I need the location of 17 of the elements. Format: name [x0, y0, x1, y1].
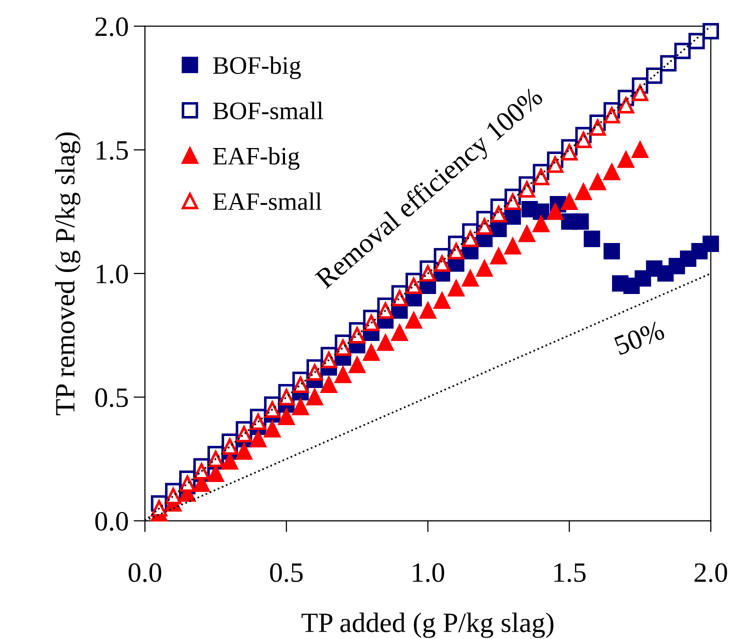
- x-tick-label: 1.0: [412, 563, 444, 582]
- legend-label: EAF-big: [213, 147, 300, 170]
- annotation: 50%: [614, 320, 666, 356]
- x-tick-label: 0.0: [128, 563, 162, 582]
- y-axis-title: TP removed (g P/kg slag): [55, 132, 80, 416]
- y-tick-label: 1.5: [96, 141, 128, 160]
- y-tick-label: 2.0: [95, 17, 128, 36]
- legend-label: BOF-big: [213, 56, 301, 80]
- x-tick-label: 0.5: [270, 563, 303, 582]
- legend-label: EAF-small: [213, 192, 322, 210]
- y-tick-label: 1.0: [96, 264, 128, 284]
- legend-label: BOF-small: [213, 102, 324, 120]
- y-tick-label: 0.0: [95, 512, 128, 531]
- x-tick-label: 1.5: [554, 563, 586, 582]
- x-tick-label: 2.0: [694, 563, 728, 582]
- y-tick-label: 0.5: [95, 388, 128, 408]
- x-axis-title: TP added (g P/kg slag): [302, 612, 554, 638]
